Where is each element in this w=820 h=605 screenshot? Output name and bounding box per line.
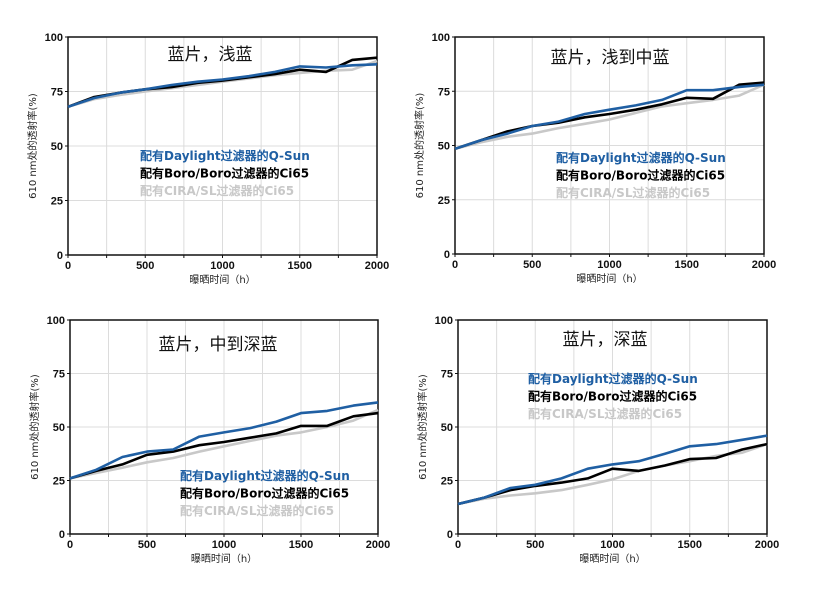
x-tick-label: 1500 xyxy=(288,260,312,272)
y-tick-label: 75 xyxy=(51,87,63,99)
y-tick-label: 100 xyxy=(45,32,63,44)
x-tick-label: 0 xyxy=(452,259,458,271)
y-tick-label: 25 xyxy=(51,196,63,208)
y-axis-label: 610 nm处的透射率(%) xyxy=(28,374,41,480)
legend-entry: 配有Boro/Boro过滤器的Ci65 xyxy=(528,389,697,404)
x-axis-label: 曝晒时间（h） xyxy=(576,272,642,285)
series-line-2 xyxy=(69,411,379,480)
series-line-2 xyxy=(454,81,765,151)
legend-entry: 配有CIRA/SL过滤器的Ci65 xyxy=(140,183,294,198)
x-tick-label: 1000 xyxy=(212,539,236,551)
x-tick-label: 1500 xyxy=(289,539,313,551)
y-axis-label: 610 nm处的透射率(%) xyxy=(26,93,39,199)
series-line-1 xyxy=(457,434,768,506)
chart-2: 0 500 1000 1500 2000 0 25 50 75 100 曝晒时间（h） 610 nm处… xyxy=(413,32,776,285)
chart-1: 0 500 1000 1500 2000 0 25 50 75 100 曝晒时间（h） 610 nm处… xyxy=(26,32,389,286)
y-tick-label: 50 xyxy=(51,141,63,153)
legend-entry: 配有Boro/Boro过滤器的Ci65 xyxy=(180,486,349,501)
y-axis-label: 610 nm处的透射率(%) xyxy=(413,93,426,199)
series-line-2 xyxy=(457,442,768,506)
legend-entry: 配有Boro/Boro过滤器的Ci65 xyxy=(556,168,725,183)
y-tick-label: 75 xyxy=(53,369,65,381)
y-tick-label: 0 xyxy=(447,529,453,541)
y-tick-label: 25 xyxy=(441,476,453,488)
x-tick-label: 500 xyxy=(523,259,541,271)
legend-entry: 配有CIRA/SL过滤器的Ci65 xyxy=(180,503,334,518)
x-tick-label: 500 xyxy=(138,539,156,551)
chart-title: 蓝片，深蓝 xyxy=(563,330,648,350)
series-line-1 xyxy=(67,63,378,109)
y-tick-label: 0 xyxy=(444,249,450,261)
x-tick-label: 1000 xyxy=(597,259,621,271)
chart-4: 0 500 1000 1500 2000 0 25 50 75 100 曝晒时间（h） 610 nm处… xyxy=(416,315,779,565)
chart-title: 蓝片，浅到中蓝 xyxy=(551,48,670,68)
y-axis-label: 610 nm处的透射率(%) xyxy=(416,374,429,480)
x-tick-label: 500 xyxy=(136,260,154,272)
legend-entry: 配有Daylight过滤器的Q-Sun xyxy=(556,150,726,165)
legend-entry: 配有Daylight过滤器的Q-Sun xyxy=(180,468,350,483)
legend-entry: 配有Daylight过滤器的Q-Sun xyxy=(140,148,310,163)
x-tick-label: 0 xyxy=(65,260,71,272)
legend-entry: 配有CIRA/SL过滤器的Ci65 xyxy=(528,406,682,421)
chart-title: 蓝片，浅蓝 xyxy=(168,45,253,65)
y-tick-label: 100 xyxy=(435,315,453,327)
x-tick-label: 2000 xyxy=(366,539,390,551)
x-tick-label: 1000 xyxy=(600,539,624,551)
x-axis-label: 曝晒时间（h） xyxy=(579,552,645,565)
x-tick-label: 2000 xyxy=(755,539,779,551)
chart-3: 0 500 1000 1500 2000 0 25 50 75 100 曝晒时间（h） 610 nm处… xyxy=(28,315,390,565)
y-tick-label: 100 xyxy=(432,32,450,44)
series-line-1 xyxy=(454,83,765,151)
x-axis-label: 曝晒时间（h） xyxy=(189,273,255,286)
x-tick-label: 2000 xyxy=(752,259,776,271)
legend-entry: 配有Boro/Boro过滤器的Ci65 xyxy=(140,166,309,181)
x-tick-label: 1500 xyxy=(675,259,699,271)
y-tick-label: 25 xyxy=(438,195,450,207)
y-tick-label: 100 xyxy=(47,315,65,327)
y-tick-label: 75 xyxy=(438,86,450,98)
y-tick-label: 75 xyxy=(441,369,453,381)
x-tick-label: 500 xyxy=(526,539,544,551)
x-tick-label: 2000 xyxy=(365,260,389,272)
y-tick-label: 50 xyxy=(438,141,450,153)
x-tick-label: 1500 xyxy=(678,539,702,551)
legend-entry: 配有Daylight过滤器的Q-Sun xyxy=(528,371,698,386)
x-tick-label: 0 xyxy=(67,539,73,551)
y-tick-label: 0 xyxy=(59,529,65,541)
y-tick-label: 0 xyxy=(57,250,63,262)
x-tick-label: 0 xyxy=(455,539,461,551)
series-line-3 xyxy=(457,442,768,506)
series-line-1 xyxy=(69,401,379,480)
y-tick-label: 25 xyxy=(53,476,65,488)
y-tick-label: 50 xyxy=(53,422,65,434)
legend-entry: 配有CIRA/SL过滤器的Ci65 xyxy=(556,185,710,200)
x-axis-label: 曝晒时间（h） xyxy=(191,552,257,565)
chart-title: 蓝片，中到深蓝 xyxy=(159,335,278,355)
x-tick-label: 1000 xyxy=(210,260,234,272)
y-tick-label: 50 xyxy=(441,422,453,434)
